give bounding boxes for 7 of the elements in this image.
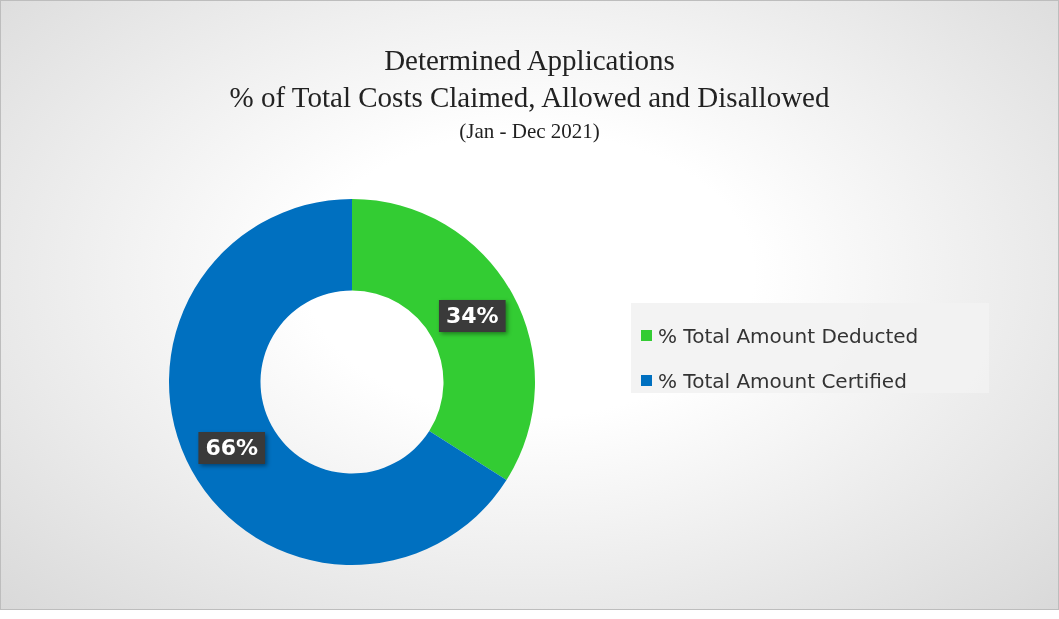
data-label: 66%: [205, 434, 259, 460]
chart-title: Determined Applications: [383, 44, 676, 77]
text: (Jan - Dec 2021): [458, 119, 601, 144]
legend-label: % Total Amount Deducted: [658, 323, 919, 348]
data-label: 34%: [445, 302, 499, 328]
legend-label: % Total Amount Certified: [658, 368, 907, 393]
chart-subtitle: % of Total Costs Claimed, Allowed and Disallowed: [228, 81, 831, 114]
